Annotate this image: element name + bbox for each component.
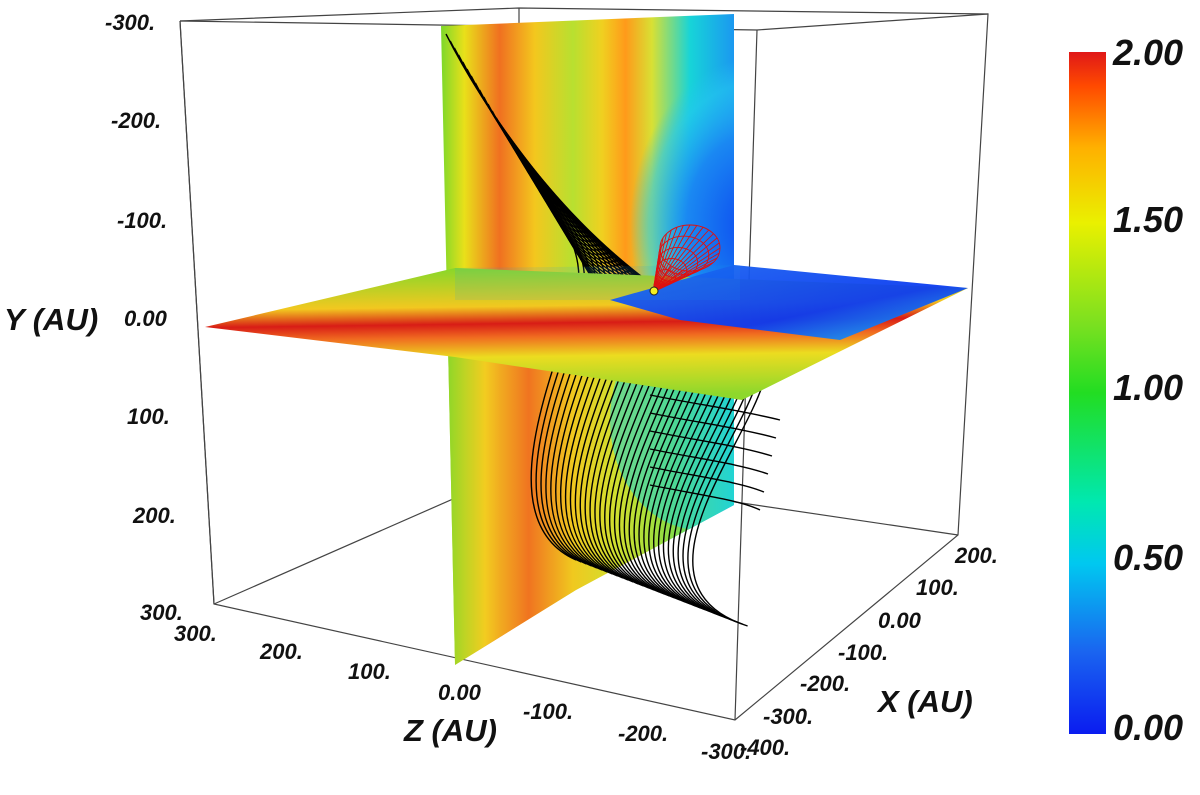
source-point: [649, 286, 659, 296]
z-tick: -200.: [618, 721, 669, 746]
cone-ring: [657, 246, 699, 279]
colorbar: [1069, 52, 1106, 734]
x-axis-title: X (AU): [878, 684, 973, 719]
x-tick: -200.: [800, 671, 851, 696]
y-tick: -200.: [111, 108, 162, 133]
colorbar-label: 1.00: [1113, 367, 1184, 408]
streamline: [649, 394, 781, 421]
cone-ring: [656, 258, 687, 282]
y-tick: 100.: [127, 404, 170, 429]
x-tick: 100.: [916, 575, 959, 600]
streamline: [649, 430, 773, 457]
y-tick: 300.: [140, 600, 183, 625]
colorbar-label: 0.50: [1113, 537, 1184, 578]
z-tick: 100.: [348, 659, 391, 684]
streamline: [649, 448, 769, 475]
streamline: [649, 466, 765, 493]
y-tick: 0.00: [124, 306, 167, 331]
z-tick: 200.: [260, 639, 303, 664]
y-tick: -300.: [105, 10, 156, 35]
z-tick: -100.: [523, 699, 574, 724]
cone-ring: [654, 269, 676, 286]
streamline: [649, 484, 761, 511]
z-tick: 0.00: [438, 680, 481, 705]
x-tick: 0.00: [878, 608, 921, 633]
z-tick: 300.: [174, 621, 217, 646]
y-tick: -100.: [117, 208, 168, 233]
y-axis-title: Y (AU): [4, 302, 99, 337]
x-tick: -100.: [838, 640, 889, 665]
x-tick: 200.: [955, 543, 998, 568]
colorbar-label: 1.50: [1113, 199, 1184, 240]
horizontal-slice: [205, 265, 968, 400]
streamlines-lower: [649, 394, 781, 511]
y-tick: 200.: [133, 503, 176, 528]
cone-ring: [659, 224, 721, 272]
colorbar-label: 2.00: [1113, 32, 1184, 73]
x-tick: -400.: [740, 735, 791, 760]
colorbar-label: 0.00: [1113, 707, 1184, 748]
cone-ring: [658, 235, 710, 275]
streamline: [649, 412, 777, 439]
cone-wireframe: [652, 224, 721, 293]
z-tick: -300.: [701, 739, 752, 764]
x-tick: -300.: [763, 704, 814, 729]
z-axis-title: Z (AU): [404, 713, 497, 748]
